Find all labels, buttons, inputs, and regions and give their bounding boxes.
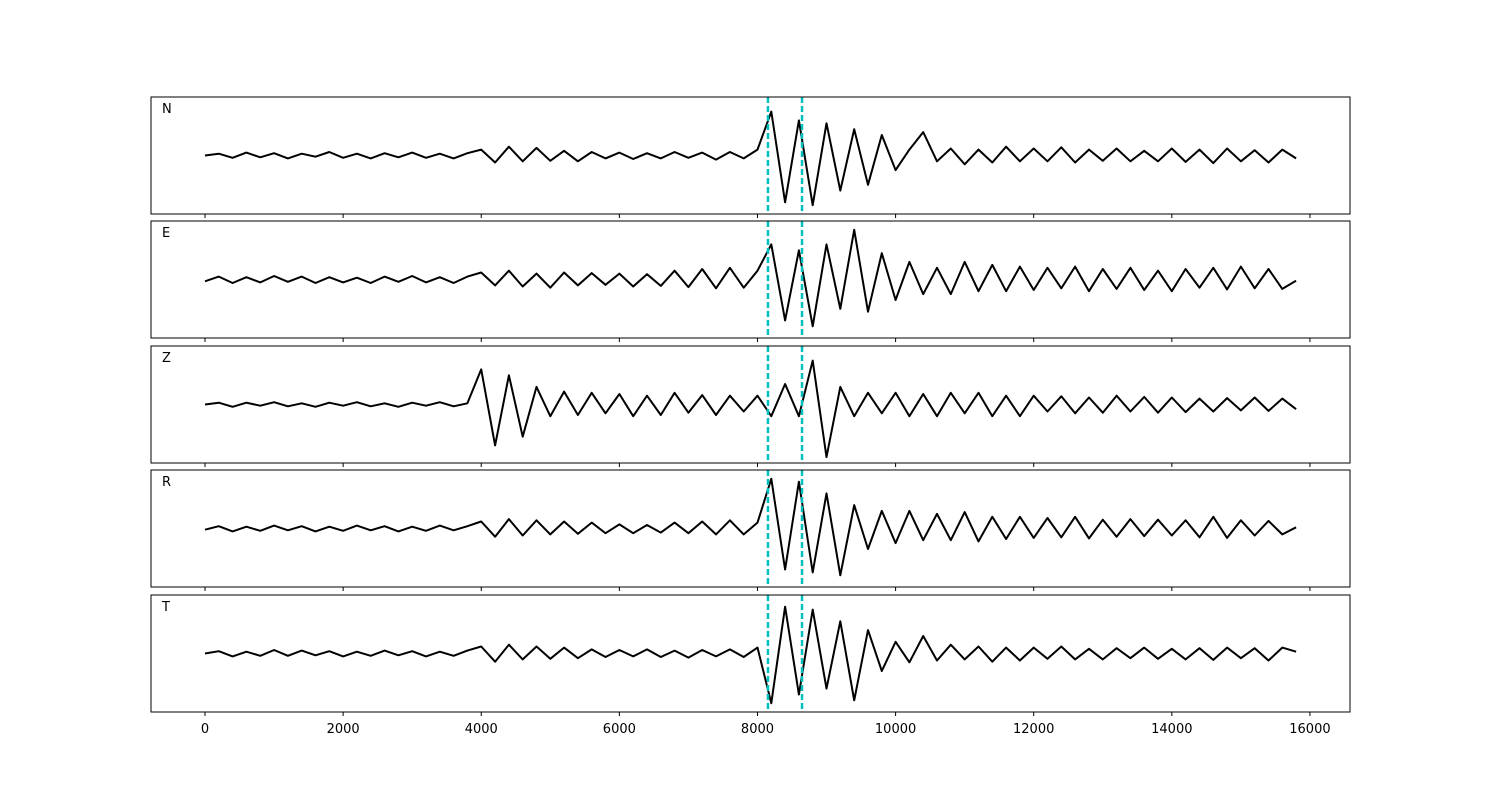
panel-frame [150,96,1351,215]
trace [204,228,1297,328]
x-tick-label: 6000 [603,722,636,737]
trace [204,477,1297,577]
panel-label: R [162,475,171,490]
x-tick-label: 2000 [327,722,360,737]
x-tick-label: 14000 [1151,722,1192,737]
panel-label: Z [162,351,171,366]
x-tick-label: 4000 [465,722,498,737]
trace [204,605,1297,705]
x-tick-label: 10000 [875,722,916,737]
panel-label: T [161,600,170,615]
panel-label: N [162,102,172,117]
panel-frame [150,469,1351,588]
x-tick-label: 0 [201,722,209,737]
trace [204,110,1297,207]
trace [204,359,1297,459]
x-tick-label: 8000 [741,722,774,737]
panel-label: E [162,226,170,241]
panel-frame [150,594,1351,713]
x-tick-label: 16000 [1289,722,1330,737]
panel-frame [150,345,1351,464]
x-tick-label: 12000 [1013,722,1054,737]
panel-frame [150,220,1351,339]
